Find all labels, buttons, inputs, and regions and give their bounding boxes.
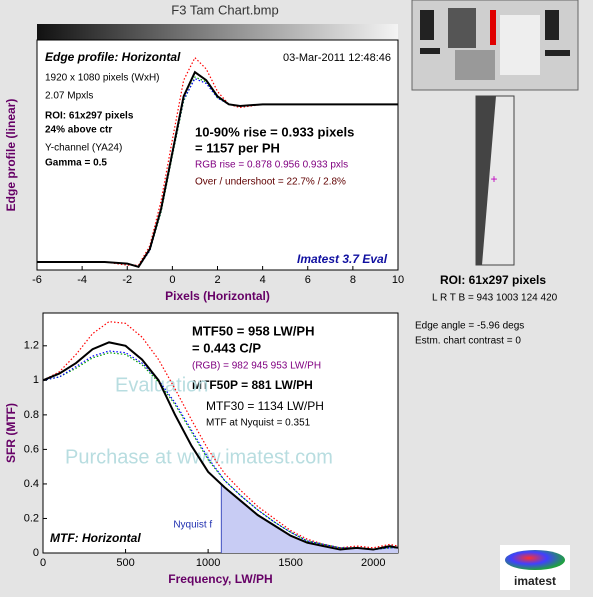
roi-crop: + bbox=[475, 95, 515, 266]
roi-label: ROI: 61x297 pixels bbox=[440, 273, 546, 287]
annotation: ROI: 61x297 pixels bbox=[45, 111, 134, 122]
annotation: 2.07 Mpxls bbox=[45, 91, 93, 102]
annotation: MTF at Nyquist = 0.351 bbox=[206, 418, 311, 429]
y-tick-label: 0.8 bbox=[24, 409, 39, 421]
chart-thumbnail bbox=[411, 0, 579, 91]
series-line bbox=[42, 352, 398, 551]
annotation: 1920 x 1080 pixels (WxH) bbox=[45, 73, 160, 84]
x-axis-label: Pixels (Horizontal) bbox=[165, 289, 270, 303]
annotation: MTF: Horizontal bbox=[50, 531, 141, 545]
annotation: = 1157 per PH bbox=[195, 140, 280, 155]
svg-text:+: + bbox=[490, 172, 497, 186]
nyquist-area bbox=[221, 484, 398, 553]
annotation: MTF50 = 958 LW/PH bbox=[192, 323, 314, 338]
y-axis-label: Edge profile (linear) bbox=[4, 99, 18, 212]
annotation: Over / undershoot = 22.7% / 2.8% bbox=[195, 177, 346, 188]
x-tick-label: -2 bbox=[122, 274, 132, 286]
annotation: (RGB) = 982 945 953 LW/PH bbox=[192, 361, 321, 372]
x-tick-label: 6 bbox=[305, 274, 311, 286]
logo-text: imatest bbox=[514, 574, 556, 588]
y-tick-label: 1 bbox=[33, 374, 39, 386]
annotation: RGB rise = 0.878 0.956 0.933 pxls bbox=[195, 160, 348, 171]
x-tick-label: 1000 bbox=[196, 557, 220, 569]
annotation: Y-channel (YA24) bbox=[45, 143, 122, 154]
annotation: 03-Mar-2011 12:48:46 bbox=[283, 52, 391, 64]
gray-strip bbox=[37, 24, 398, 40]
imatest-logo: imatest bbox=[500, 545, 570, 590]
y-tick-label: 0 bbox=[33, 547, 39, 559]
lrtb-label: L R T B = 943 1003 124 420 bbox=[432, 293, 558, 304]
x-tick-label: 2 bbox=[214, 274, 220, 286]
annotation: MTF50P = 881 LW/PH bbox=[192, 378, 313, 392]
window-title: F3 Tam Chart.bmp bbox=[171, 2, 278, 17]
plot-area bbox=[36, 39, 399, 271]
x-tick-label: 1500 bbox=[278, 557, 302, 569]
chart-contrast: Estm. chart contrast = 0 bbox=[415, 336, 521, 347]
y-tick-label: 0.4 bbox=[24, 478, 39, 490]
x-tick-label: -4 bbox=[77, 274, 87, 286]
y-tick-label: 1.2 bbox=[24, 340, 39, 352]
annotation: 24% above ctr bbox=[45, 125, 112, 136]
x-axis-label: Frequency, LW/PH bbox=[168, 572, 272, 586]
edge-angle: Edge angle = -5.96 degs bbox=[415, 321, 524, 332]
annotation: Imatest 3.7 Eval bbox=[297, 252, 388, 266]
x-tick-label: 500 bbox=[116, 557, 134, 569]
x-tick-label: 2000 bbox=[361, 557, 385, 569]
x-tick-label: -6 bbox=[32, 274, 42, 286]
annotation: Edge profile: Horizontal bbox=[45, 50, 181, 64]
x-tick-label: 0 bbox=[169, 274, 175, 286]
annotation: MTF30 = 1134 LW/PH bbox=[206, 399, 324, 413]
y-tick-label: 0.6 bbox=[24, 443, 39, 455]
series-line bbox=[37, 70, 398, 268]
x-tick-label: 8 bbox=[350, 274, 356, 286]
annotation: 10-90% rise = 0.933 pixels bbox=[195, 124, 354, 139]
plot-area bbox=[42, 312, 399, 554]
x-tick-label: 4 bbox=[260, 274, 266, 286]
series-line bbox=[42, 321, 399, 549]
y-tick-label: 0.2 bbox=[24, 512, 39, 524]
y-axis-label: SFR (MTF) bbox=[4, 403, 18, 463]
annotation: Gamma = 0.5 bbox=[45, 158, 107, 169]
x-tick-label: 10 bbox=[392, 274, 404, 286]
annotation: = 0.443 C/P bbox=[192, 340, 261, 355]
series-line bbox=[42, 350, 398, 551]
x-tick-label: 0 bbox=[40, 557, 46, 569]
series-line bbox=[42, 341, 399, 551]
nyquist-label: Nyquist f bbox=[173, 520, 212, 531]
